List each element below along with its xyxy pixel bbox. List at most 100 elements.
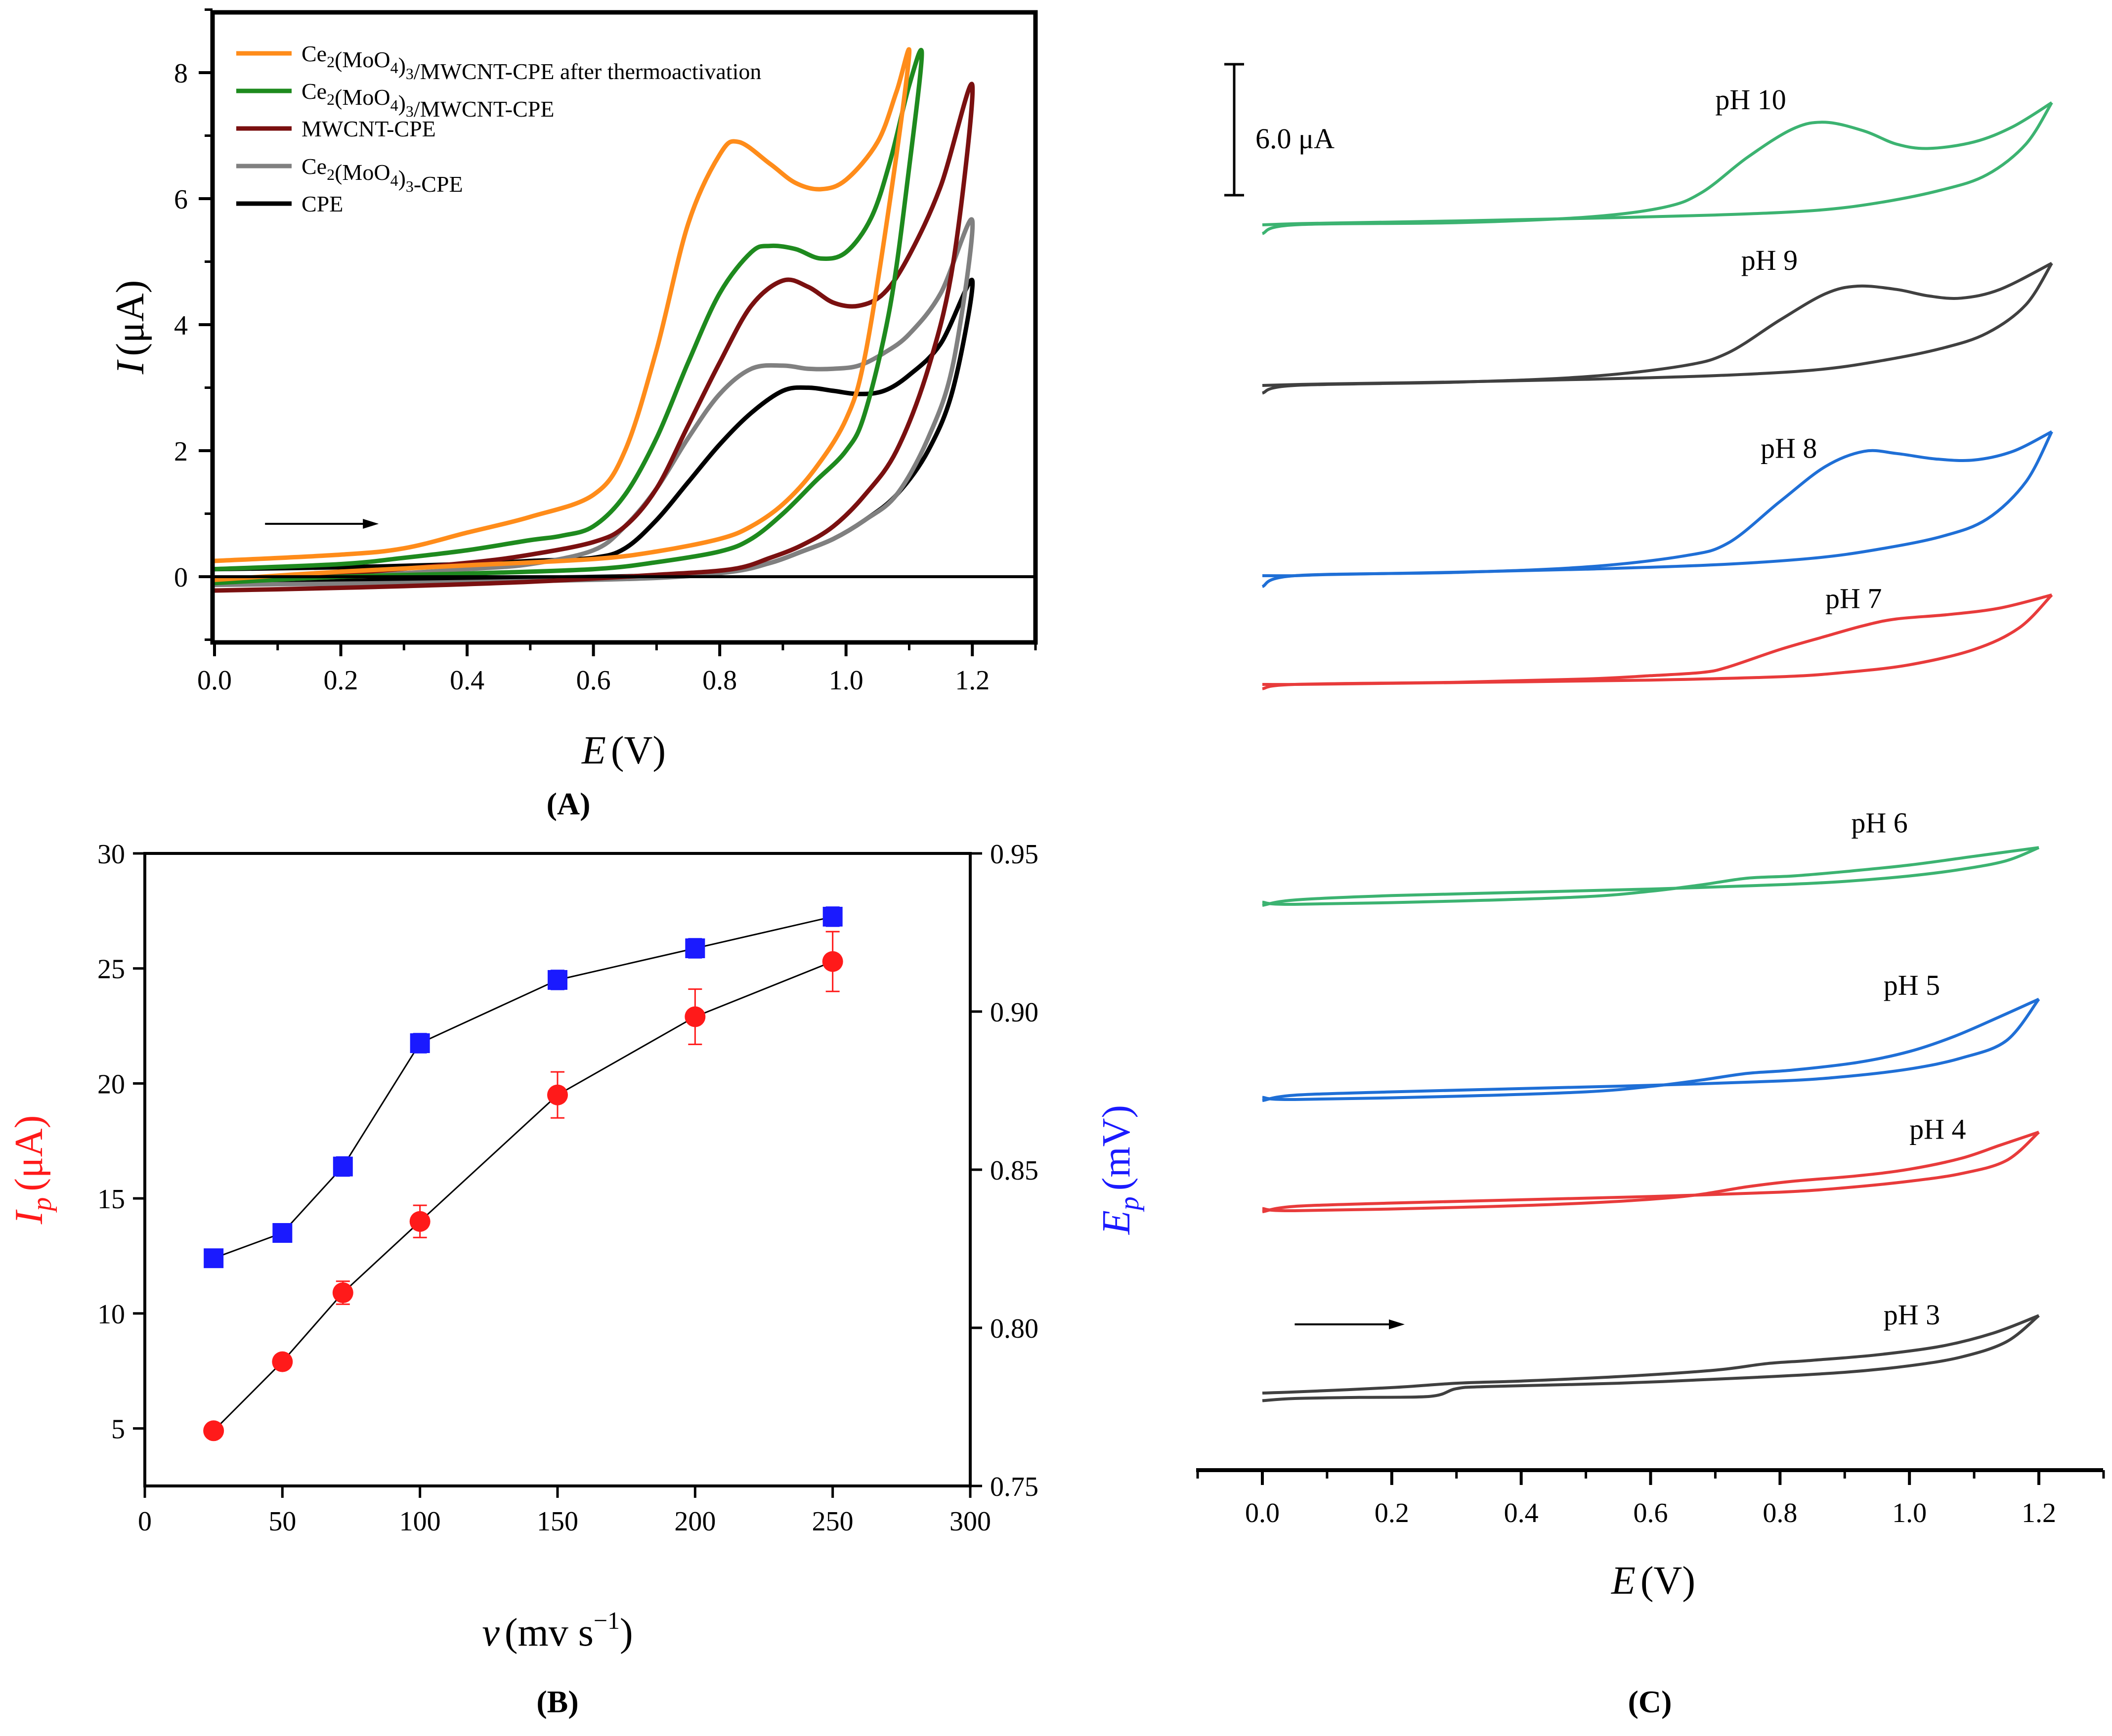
panel-c-x-axis-title: E (V) [1611, 1559, 1695, 1603]
legend-label-3: MWCNT-CPE [302, 116, 436, 141]
data-point-Ep [410, 1033, 430, 1053]
y-tick-label: 2 [174, 436, 188, 467]
legend-text-part: (MoO [335, 160, 390, 185]
legend-text-part: 2 [327, 53, 335, 71]
left-tick-label: 15 [97, 1184, 125, 1215]
right-tick-label: 0.80 [990, 1313, 1038, 1344]
x-tick-label: 1.2 [955, 665, 990, 696]
panel-c-x-var: E [1611, 1559, 1636, 1603]
panel-a-x-unit: (V) [611, 729, 666, 772]
ph-curve-reverse-7 [1262, 1131, 2040, 1214]
ph-label-6: pH 5 [1884, 969, 1940, 1001]
legend-text-part: CPE [302, 191, 343, 216]
legend-label-2: Ce2(MoO4)3/MWCNT-CPE [302, 79, 554, 122]
right-tick-label: 0.95 [990, 839, 1038, 870]
panel-b-x-close: ) [620, 1611, 633, 1654]
panel-b: 0 50 100 150 200 250 300 5 10 15 20 25 30 0.75 0.80 0.8… [7, 839, 1145, 1719]
y-tick-label: 4 [174, 310, 188, 341]
panel-a-scan-arrow [265, 519, 379, 529]
legend-text-part: 3 [406, 177, 414, 195]
ph-curve-reverse-5 [1262, 846, 2040, 907]
left-tick-label: 10 [97, 1299, 125, 1330]
y-tick-label: 0 [174, 562, 188, 593]
legend-text-part: 2 [327, 90, 335, 108]
legend-text-part: 2 [327, 166, 335, 183]
x-tick-label: 1.0 [829, 665, 863, 696]
ph-curve-reverse-4 [1262, 593, 2053, 686]
data-point-Ep [204, 1248, 224, 1269]
panel-b-left-var: I [7, 1209, 51, 1225]
panel-a-legend: Ce2(MoO4)3/MWCNT-CPE after thermoactivat… [236, 41, 761, 216]
x-tick-label: 0.8 [702, 665, 737, 696]
right-tick-label: 0.90 [990, 997, 1038, 1028]
legend-text-part: 3 [406, 65, 414, 83]
ph-label-5: pH 6 [1851, 806, 1907, 839]
left-tick-label: 25 [97, 954, 125, 985]
panel-b-x-var: v [482, 1611, 500, 1654]
legend-text-part: /MWCNT-CPE after thermoactivation [414, 59, 761, 84]
ph-label-4: pH 7 [1825, 582, 1882, 614]
panel-b-x-superscript: −1 [594, 1607, 620, 1634]
panel-c-ticks: 0.0 0.2 0.4 0.6 0.8 1.0 1.2 [1196, 1470, 2105, 1528]
legend-text-part: Ce [302, 79, 327, 104]
x-tick-label: 0.8 [1763, 1498, 1797, 1528]
panel-a-y-unit: (μA) [109, 280, 152, 356]
x-tick-label: 200 [674, 1506, 716, 1537]
data-point-Ip [822, 951, 843, 972]
panel-b-left-unit: (μA) [7, 1115, 51, 1191]
ph-label-3: pH 8 [1761, 432, 1817, 465]
x-tick-label: 250 [812, 1506, 854, 1537]
panel-c-label: (C) [1628, 1684, 1672, 1719]
x-tick-label: 0.6 [576, 665, 611, 696]
legend-text-part: Ce [302, 41, 327, 66]
legend-text-part: 4 [390, 96, 398, 114]
panel-c-scale-bar: 6.0 μA [1224, 63, 1335, 197]
ph-label-7: pH 4 [1909, 1113, 1966, 1145]
panel-a-y-var: I [109, 359, 152, 375]
legend-text-part: (MoO [335, 85, 390, 110]
legend-label-4: Ce2(MoO4)3-CPE [302, 154, 463, 197]
ph-curve-forward-6 [1262, 998, 2040, 1101]
scan-arrow-head [363, 519, 379, 529]
panel-a-ticks: 0.0 0.2 0.4 0.6 0.8 1.0 1.2 0 2 4 6 8 [174, 8, 1037, 696]
ph-curve-reverse-2 [1262, 262, 2053, 387]
legend-text-part: 4 [390, 171, 398, 189]
data-point-Ip [332, 1282, 353, 1304]
x-tick-label: 0.0 [1245, 1498, 1280, 1528]
legend-label-1: Ce2(MoO4)3/MWCNT-CPE after thermoactivat… [302, 41, 761, 84]
data-point-Ip [685, 1006, 706, 1027]
data-point-Ep [548, 970, 567, 990]
panel-c-x-unit: (V) [1640, 1559, 1695, 1603]
panel-b-left-axis-title: Ip (μA) [7, 1115, 57, 1225]
right-tick-label: 0.75 [990, 1472, 1038, 1502]
ph-label-1: pH 10 [1715, 84, 1786, 116]
legend-text-part: 3 [406, 102, 414, 120]
panel-b-x-axis-title: v (mv s−1) [482, 1607, 633, 1654]
legend-text-part: ) [398, 53, 406, 78]
x-tick-label: 1.2 [2022, 1498, 2056, 1528]
data-point-Ep [333, 1156, 353, 1177]
legend-text-part: Ce [302, 154, 327, 179]
legend-text-part: ) [398, 166, 406, 191]
data-point-Ip [203, 1420, 224, 1441]
ph-curve-reverse-6 [1262, 998, 2040, 1102]
data-point-Ep [685, 938, 705, 958]
panel-c-curves: pH 10 pH 9 pH 8 pH 7 pH 6 pH 5 pH 4 pH 3 [1261, 84, 2053, 1402]
x-tick-label: 0.6 [1634, 1498, 1668, 1528]
cv-curve-2 [214, 47, 924, 586]
x-tick-label: 0.0 [197, 665, 232, 696]
legend-text-part: (MoO [335, 47, 390, 72]
x-tick-label: 0.2 [324, 665, 358, 696]
x-tick-label: 0.2 [1375, 1498, 1409, 1528]
scale-bar-label: 6.0 μA [1255, 123, 1335, 155]
ph-curve-reverse-3 [1262, 431, 2053, 578]
right-tick-label: 0.85 [990, 1155, 1038, 1186]
scan-arrow-head [1389, 1319, 1405, 1329]
panel-b-label: (B) [536, 1684, 578, 1719]
panel-c: pH 10 pH 9 pH 8 pH 7 pH 6 pH 5 pH 4 pH 3 0.0 0.2… [1196, 63, 2105, 1719]
left-tick-label: 20 [97, 1069, 125, 1100]
ph-curve-forward-8 [1262, 1314, 2040, 1395]
ph-label-8: pH 3 [1884, 1299, 1940, 1331]
